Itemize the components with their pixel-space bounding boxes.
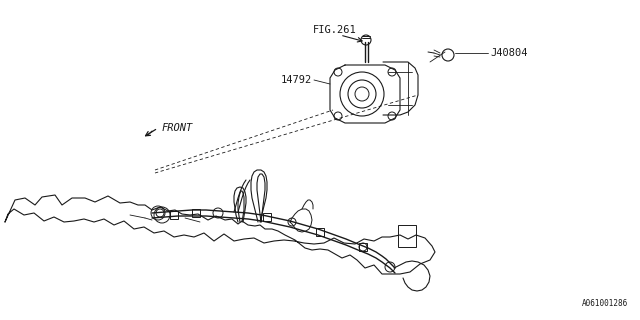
Bar	[263, 213, 271, 221]
Bar	[398, 225, 416, 247]
Text: A061001286: A061001286	[582, 299, 628, 308]
Text: J40804: J40804	[490, 48, 527, 58]
Bar	[359, 243, 367, 251]
Text: 14792: 14792	[281, 75, 312, 85]
Bar	[170, 211, 178, 219]
Bar	[316, 228, 324, 236]
Text: FRONT: FRONT	[162, 123, 193, 133]
Bar	[192, 209, 200, 217]
Text: FIG.261: FIG.261	[313, 25, 357, 35]
